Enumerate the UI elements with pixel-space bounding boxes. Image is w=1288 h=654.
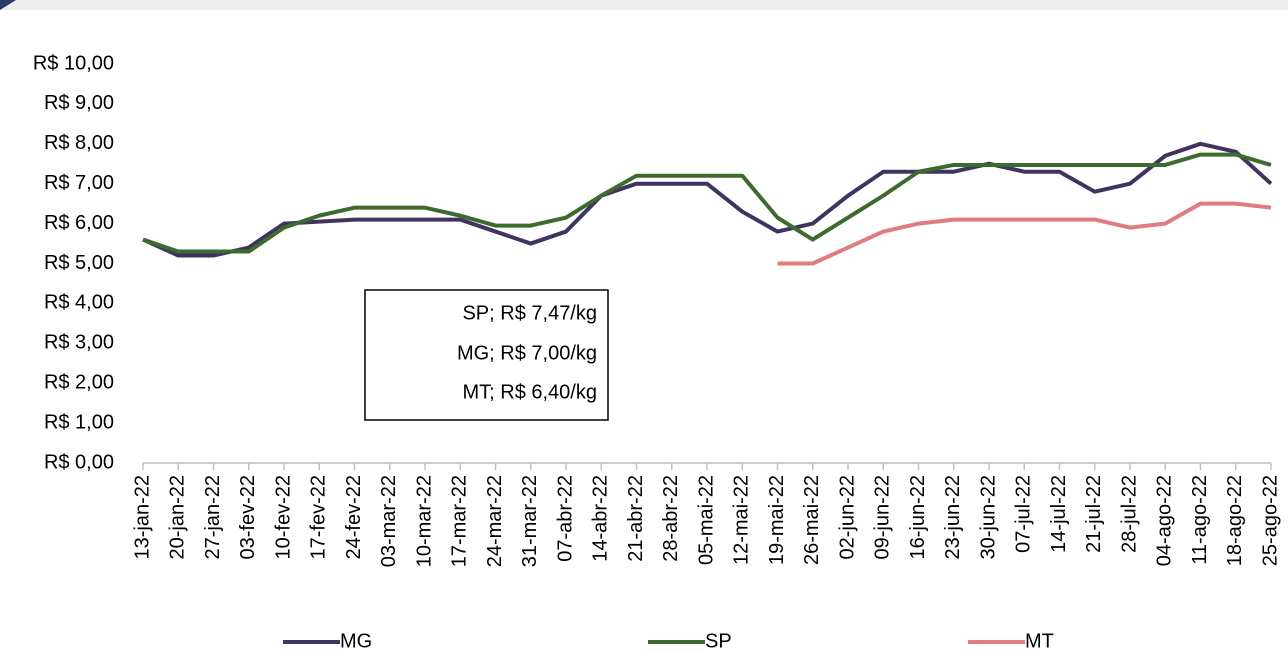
- x-tick-label: 18-ago-22: [1224, 475, 1246, 566]
- x-tick-label: 17-fev-22: [308, 475, 330, 560]
- x-tick-label: 26-mai-22: [801, 475, 823, 565]
- x-tick-label: 07-jul-22: [1013, 475, 1035, 553]
- series-line: [777, 201, 1272, 266]
- x-tick-label: 14-abr-22: [590, 475, 612, 562]
- y-tick-label: R$ 4,00: [44, 292, 114, 314]
- x-tick-label: 28-abr-22: [660, 475, 682, 562]
- x-tick-label: 23-jun-22: [942, 475, 964, 560]
- x-tick-label: 13-jan-22: [131, 475, 153, 560]
- top-band: [0, 0, 1288, 10]
- x-tick-label: 25-ago-22: [1259, 475, 1281, 566]
- x-tick-label: 17-mar-22: [449, 475, 471, 567]
- y-tick-label: R$ 7,00: [44, 172, 114, 194]
- y-tick-label: R$ 8,00: [44, 132, 114, 154]
- x-tick-label: 11-ago-22: [1189, 475, 1211, 565]
- series-line: [142, 141, 1273, 258]
- annotation: SP; R$ 7,47/kg: [462, 302, 597, 324]
- x-tick-label: 09-jun-22: [872, 475, 894, 560]
- x-tick-label: 27-jan-22: [202, 475, 224, 560]
- x-tick-label: 21-jul-22: [1083, 475, 1105, 553]
- y-tick-label: R$ 6,00: [44, 212, 114, 234]
- x-tick-label: 24-fev-22: [343, 475, 365, 560]
- corner-mark: [0, 0, 16, 10]
- legend-label: SP: [705, 630, 732, 652]
- y-tick-label: R$ 1,00: [44, 411, 114, 433]
- x-tick-label: 21-abr-22: [625, 475, 647, 562]
- x-tick-label: 14-jul-22: [1048, 475, 1070, 553]
- y-tick-label: R$ 3,00: [44, 332, 114, 354]
- y-tick-label: R$ 9,00: [44, 92, 114, 114]
- x-tick-label: 16-jun-22: [907, 475, 929, 560]
- x-tick-label: 10-fev-22: [272, 475, 294, 560]
- x-tick-label: 02-jun-22: [836, 475, 858, 560]
- x-tick-label: 10-mar-22: [413, 475, 435, 567]
- annotation: MT; R$ 6,40/kg: [462, 381, 597, 403]
- y-tick-label: R$ 2,00: [44, 371, 114, 393]
- x-tick-label: 12-mai-22: [731, 475, 753, 565]
- x-tick-label: 04-ago-22: [1154, 475, 1176, 566]
- x-tick-label: 31-mar-22: [519, 475, 541, 567]
- annotation-box: [364, 289, 609, 421]
- x-tick-label: 24-mar-22: [484, 475, 506, 567]
- series-line: [142, 152, 1272, 254]
- x-tick-label: 19-mai-22: [766, 475, 788, 565]
- legend-label: MG: [340, 630, 372, 652]
- x-tick-label: 05-mai-22: [695, 475, 717, 565]
- x-tick-label: 07-abr-22: [554, 475, 576, 562]
- annotation: MG; R$ 7,00/kg: [457, 342, 597, 364]
- x-tick-label: 03-mar-22: [378, 475, 400, 567]
- y-tick-label: R$ 0,00: [44, 451, 114, 473]
- x-tick-label: 03-fev-22: [237, 475, 259, 560]
- x-tick-label: 28-jul-22: [1118, 475, 1140, 553]
- y-tick-label: R$ 10,00: [33, 52, 114, 74]
- x-tick-label: 30-jun-22: [977, 475, 999, 560]
- x-tick-label: 20-jan-22: [167, 475, 189, 560]
- legend-label: MT: [1025, 630, 1054, 652]
- y-tick-label: R$ 5,00: [44, 252, 114, 274]
